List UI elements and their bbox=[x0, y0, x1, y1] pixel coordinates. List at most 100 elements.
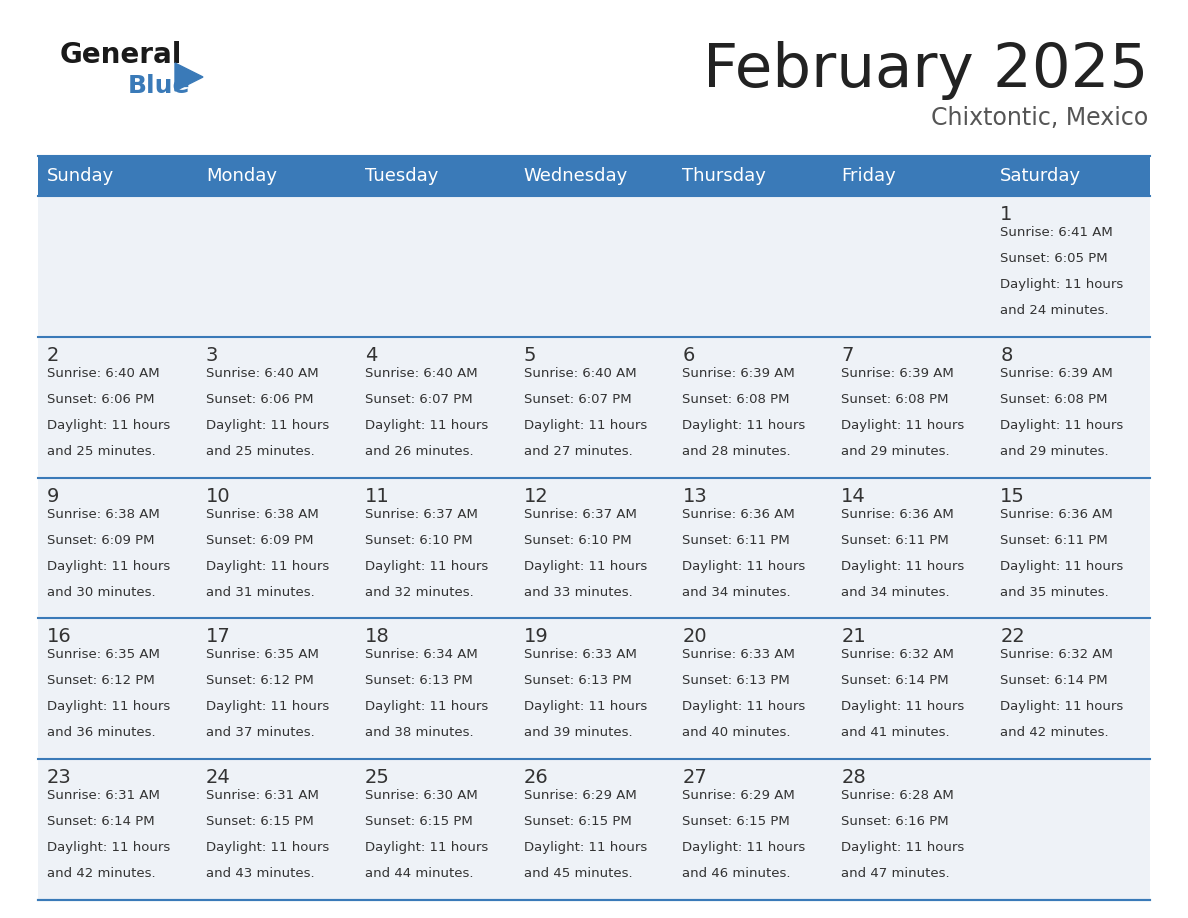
Text: Daylight: 11 hours: Daylight: 11 hours bbox=[524, 700, 646, 713]
Text: Daylight: 11 hours: Daylight: 11 hours bbox=[682, 841, 805, 855]
Text: and 43 minutes.: and 43 minutes. bbox=[206, 868, 315, 880]
Text: and 24 minutes.: and 24 minutes. bbox=[1000, 304, 1108, 317]
Text: Daylight: 11 hours: Daylight: 11 hours bbox=[841, 560, 965, 573]
Text: Sunrise: 6:40 AM: Sunrise: 6:40 AM bbox=[48, 367, 159, 380]
Text: 21: 21 bbox=[841, 627, 866, 646]
Text: Sunset: 6:16 PM: Sunset: 6:16 PM bbox=[841, 815, 949, 828]
Text: Daylight: 11 hours: Daylight: 11 hours bbox=[841, 700, 965, 713]
Text: Sunset: 6:13 PM: Sunset: 6:13 PM bbox=[365, 675, 473, 688]
Text: Sunrise: 6:28 AM: Sunrise: 6:28 AM bbox=[841, 789, 954, 802]
Text: Sunset: 6:11 PM: Sunset: 6:11 PM bbox=[682, 533, 790, 546]
Text: Sunset: 6:07 PM: Sunset: 6:07 PM bbox=[365, 393, 473, 406]
Text: Daylight: 11 hours: Daylight: 11 hours bbox=[206, 700, 329, 713]
Text: Daylight: 11 hours: Daylight: 11 hours bbox=[1000, 419, 1124, 431]
Text: Sunset: 6:11 PM: Sunset: 6:11 PM bbox=[1000, 533, 1108, 546]
Text: and 41 minutes.: and 41 minutes. bbox=[841, 726, 950, 739]
Text: and 37 minutes.: and 37 minutes. bbox=[206, 726, 315, 739]
Text: Daylight: 11 hours: Daylight: 11 hours bbox=[524, 560, 646, 573]
Text: Daylight: 11 hours: Daylight: 11 hours bbox=[206, 841, 329, 855]
Text: 4: 4 bbox=[365, 346, 377, 364]
Text: Sunset: 6:12 PM: Sunset: 6:12 PM bbox=[206, 675, 314, 688]
Text: Daylight: 11 hours: Daylight: 11 hours bbox=[206, 419, 329, 431]
Text: and 32 minutes.: and 32 minutes. bbox=[365, 586, 474, 599]
Text: Daylight: 11 hours: Daylight: 11 hours bbox=[365, 419, 488, 431]
Text: 7: 7 bbox=[841, 346, 854, 364]
Text: Sunset: 6:13 PM: Sunset: 6:13 PM bbox=[682, 675, 790, 688]
Text: Sunset: 6:09 PM: Sunset: 6:09 PM bbox=[206, 533, 314, 546]
Text: 23: 23 bbox=[48, 768, 71, 788]
Text: 5: 5 bbox=[524, 346, 536, 364]
Text: 9: 9 bbox=[48, 487, 59, 506]
Text: Sunrise: 6:29 AM: Sunrise: 6:29 AM bbox=[524, 789, 637, 802]
Text: and 47 minutes.: and 47 minutes. bbox=[841, 868, 950, 880]
Text: Sunrise: 6:36 AM: Sunrise: 6:36 AM bbox=[1000, 508, 1113, 521]
Text: Blue: Blue bbox=[128, 74, 190, 98]
Text: Sunrise: 6:38 AM: Sunrise: 6:38 AM bbox=[48, 508, 159, 521]
Text: Monday: Monday bbox=[206, 167, 277, 185]
Text: Daylight: 11 hours: Daylight: 11 hours bbox=[1000, 700, 1124, 713]
Text: and 38 minutes.: and 38 minutes. bbox=[365, 726, 473, 739]
Text: Sunset: 6:14 PM: Sunset: 6:14 PM bbox=[841, 675, 949, 688]
Text: 11: 11 bbox=[365, 487, 390, 506]
Text: Daylight: 11 hours: Daylight: 11 hours bbox=[1000, 560, 1124, 573]
Text: 25: 25 bbox=[365, 768, 390, 788]
Text: and 46 minutes.: and 46 minutes. bbox=[682, 868, 791, 880]
Text: Daylight: 11 hours: Daylight: 11 hours bbox=[365, 560, 488, 573]
Text: and 40 minutes.: and 40 minutes. bbox=[682, 726, 791, 739]
Text: Sunset: 6:07 PM: Sunset: 6:07 PM bbox=[524, 393, 631, 406]
Text: Daylight: 11 hours: Daylight: 11 hours bbox=[365, 700, 488, 713]
Text: and 36 minutes.: and 36 minutes. bbox=[48, 726, 156, 739]
Text: Sunrise: 6:35 AM: Sunrise: 6:35 AM bbox=[48, 648, 160, 661]
Text: Sunrise: 6:33 AM: Sunrise: 6:33 AM bbox=[682, 648, 795, 661]
Text: Wednesday: Wednesday bbox=[524, 167, 627, 185]
Text: and 34 minutes.: and 34 minutes. bbox=[682, 586, 791, 599]
Text: Sunset: 6:11 PM: Sunset: 6:11 PM bbox=[841, 533, 949, 546]
Text: 24: 24 bbox=[206, 768, 230, 788]
Text: Sunset: 6:12 PM: Sunset: 6:12 PM bbox=[48, 675, 154, 688]
Text: Sunset: 6:08 PM: Sunset: 6:08 PM bbox=[682, 393, 790, 406]
Text: Sunset: 6:15 PM: Sunset: 6:15 PM bbox=[682, 815, 790, 828]
Text: and 29 minutes.: and 29 minutes. bbox=[841, 445, 950, 458]
Text: Daylight: 11 hours: Daylight: 11 hours bbox=[48, 560, 170, 573]
Text: Sunset: 6:06 PM: Sunset: 6:06 PM bbox=[206, 393, 314, 406]
Text: Sunday: Sunday bbox=[48, 167, 114, 185]
Text: and 42 minutes.: and 42 minutes. bbox=[48, 868, 156, 880]
Text: February 2025: February 2025 bbox=[702, 40, 1148, 99]
Text: Sunrise: 6:40 AM: Sunrise: 6:40 AM bbox=[365, 367, 478, 380]
Text: Daylight: 11 hours: Daylight: 11 hours bbox=[48, 419, 170, 431]
Text: 22: 22 bbox=[1000, 627, 1025, 646]
Text: Sunset: 6:06 PM: Sunset: 6:06 PM bbox=[48, 393, 154, 406]
Text: 26: 26 bbox=[524, 768, 549, 788]
Text: Sunrise: 6:36 AM: Sunrise: 6:36 AM bbox=[841, 508, 954, 521]
Text: Daylight: 11 hours: Daylight: 11 hours bbox=[206, 560, 329, 573]
Text: Sunrise: 6:37 AM: Sunrise: 6:37 AM bbox=[524, 508, 637, 521]
Text: Sunrise: 6:40 AM: Sunrise: 6:40 AM bbox=[524, 367, 637, 380]
Text: Sunrise: 6:31 AM: Sunrise: 6:31 AM bbox=[48, 789, 160, 802]
Text: 28: 28 bbox=[841, 768, 866, 788]
Text: and 35 minutes.: and 35 minutes. bbox=[1000, 586, 1108, 599]
Text: Sunrise: 6:31 AM: Sunrise: 6:31 AM bbox=[206, 789, 318, 802]
Text: Sunrise: 6:34 AM: Sunrise: 6:34 AM bbox=[365, 648, 478, 661]
Text: Sunrise: 6:33 AM: Sunrise: 6:33 AM bbox=[524, 648, 637, 661]
Text: Sunset: 6:10 PM: Sunset: 6:10 PM bbox=[524, 533, 631, 546]
Text: 17: 17 bbox=[206, 627, 230, 646]
Text: Sunset: 6:14 PM: Sunset: 6:14 PM bbox=[48, 815, 154, 828]
Text: Sunrise: 6:39 AM: Sunrise: 6:39 AM bbox=[841, 367, 954, 380]
Text: and 26 minutes.: and 26 minutes. bbox=[365, 445, 473, 458]
Text: and 42 minutes.: and 42 minutes. bbox=[1000, 726, 1108, 739]
Text: General: General bbox=[61, 41, 183, 69]
Text: Sunset: 6:13 PM: Sunset: 6:13 PM bbox=[524, 675, 631, 688]
Text: Tuesday: Tuesday bbox=[365, 167, 438, 185]
Text: Daylight: 11 hours: Daylight: 11 hours bbox=[682, 560, 805, 573]
Text: Sunset: 6:15 PM: Sunset: 6:15 PM bbox=[206, 815, 314, 828]
Text: Friday: Friday bbox=[841, 167, 896, 185]
Text: Sunrise: 6:40 AM: Sunrise: 6:40 AM bbox=[206, 367, 318, 380]
Text: 3: 3 bbox=[206, 346, 219, 364]
Text: 19: 19 bbox=[524, 627, 549, 646]
Text: 15: 15 bbox=[1000, 487, 1025, 506]
Text: and 34 minutes.: and 34 minutes. bbox=[841, 586, 950, 599]
Text: Sunrise: 6:37 AM: Sunrise: 6:37 AM bbox=[365, 508, 478, 521]
Text: Sunrise: 6:30 AM: Sunrise: 6:30 AM bbox=[365, 789, 478, 802]
Text: 13: 13 bbox=[682, 487, 707, 506]
Text: Sunset: 6:08 PM: Sunset: 6:08 PM bbox=[841, 393, 949, 406]
